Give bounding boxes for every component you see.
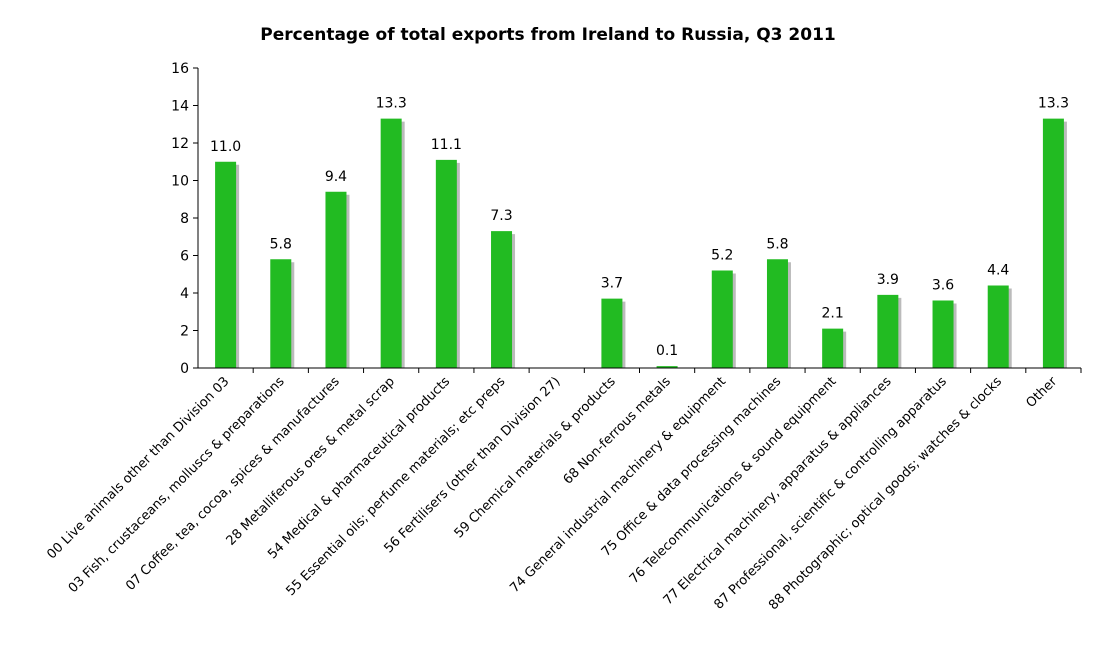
x-category-label: 68 Non-ferrous metals (561, 374, 674, 487)
y-tick-label: 2 (180, 324, 189, 340)
data-label: 5.2 (711, 248, 733, 264)
bar (822, 328, 844, 368)
x-category-label: 03 Fish, crustaceans, molluscs & prepara… (66, 374, 288, 596)
y-tick-label: 6 (180, 249, 189, 265)
bar (601, 298, 623, 368)
data-labels: 11.0 5.8 9.4 13.3 11.1 7.3 3.7 0.1 5.2 5.8 2.1 3.9 3… (210, 96, 1069, 360)
bar (325, 191, 347, 368)
bar (711, 270, 733, 368)
bar (656, 366, 678, 368)
y-tick-label: 14 (171, 99, 189, 115)
y-tick-label: 8 (180, 211, 189, 227)
bars (215, 118, 1067, 368)
bar (435, 159, 457, 368)
bar (987, 285, 1009, 368)
data-label: 9.4 (325, 169, 347, 185)
bar (766, 259, 788, 368)
data-label: 2.1 (822, 306, 844, 322)
bar (380, 118, 402, 368)
data-label: 13.3 (376, 96, 407, 112)
bar (270, 259, 292, 368)
data-label: 3.9 (877, 272, 899, 288)
y-tick-label: 16 (171, 61, 189, 77)
data-label: 11.0 (210, 139, 241, 155)
y-axis: 0 2 4 6 8 10 12 14 16 (171, 61, 199, 377)
y-tick-label: 0 (180, 361, 189, 377)
bar (877, 294, 899, 368)
y-tick-label: 10 (171, 174, 189, 190)
x-category-label: Other (1024, 374, 1061, 411)
bar (932, 300, 954, 368)
data-label: 4.4 (987, 263, 1009, 279)
data-label: 3.7 (601, 276, 623, 292)
y-tick-label: 12 (171, 136, 189, 152)
data-label: 5.8 (766, 236, 788, 252)
x-category-label: 00 Live animals other than Division 03 (44, 374, 232, 562)
data-label: 0.1 (656, 343, 678, 359)
data-label: 7.3 (490, 208, 512, 224)
data-label: 3.6 (932, 278, 954, 294)
x-category-label: 76 Telecommunications & sound equipment (627, 374, 840, 587)
chart-title: Percentage of total exports from Ireland… (260, 25, 836, 45)
bar (215, 161, 237, 368)
bar (491, 231, 513, 368)
data-label: 13.3 (1038, 96, 1069, 112)
x-axis: 00 Live animals other than Division 0303… (44, 367, 1082, 613)
bar (1042, 118, 1064, 368)
data-label: 5.8 (270, 236, 292, 252)
y-tick-label: 4 (180, 286, 189, 302)
data-label: 11.1 (431, 137, 462, 153)
